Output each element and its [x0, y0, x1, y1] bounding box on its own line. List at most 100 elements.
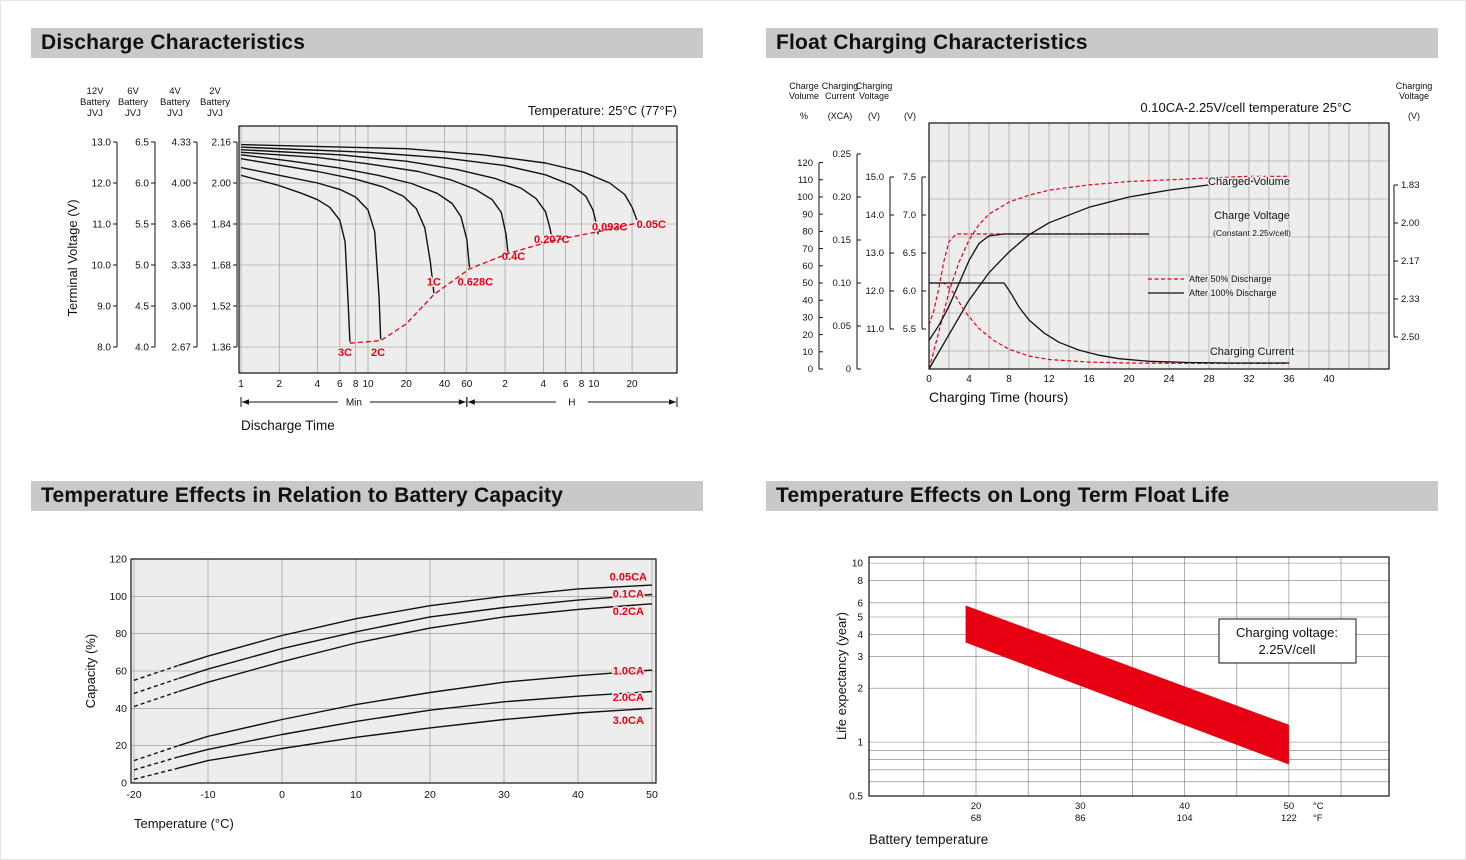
svg-text:H: H — [568, 398, 575, 409]
svg-text:Voltage: Voltage — [859, 91, 889, 101]
svg-text:4.00: 4.00 — [172, 179, 192, 190]
svg-text:104: 104 — [1177, 813, 1193, 824]
curve-label-0.1CA: 0.1CA — [613, 588, 644, 600]
svg-text:12.0: 12.0 — [866, 286, 885, 297]
series-charged-volume-100 — [928, 179, 1290, 370]
svg-text:0.15: 0.15 — [833, 235, 852, 246]
svg-text:After 50% Discharge: After 50% Discharge — [1189, 274, 1272, 284]
svg-text:6.0: 6.0 — [135, 179, 149, 190]
svg-text:Battery: Battery — [160, 97, 190, 108]
svg-text:8: 8 — [1006, 374, 1012, 385]
series-charge-voltage-50 — [928, 233, 1149, 326]
svg-text:JVJ: JVJ — [125, 108, 141, 119]
svg-text:2.50: 2.50 — [1401, 332, 1420, 343]
y-tick-labels: 10 8 6 5 4 3 2 1 0.5 — [849, 559, 863, 803]
section-header-float-life: Temperature Effects on Long Term Float L… — [766, 481, 1438, 511]
curve-label-0.628C: 0.628C — [458, 277, 494, 289]
svg-text:80: 80 — [802, 227, 813, 238]
x-axis-title: Charging Time (hours) — [929, 389, 1068, 405]
svg-text:40: 40 — [572, 789, 584, 801]
plot-area — [929, 123, 1389, 369]
svg-text:30: 30 — [1075, 801, 1086, 812]
temperature-note: Temperature: 25°C (77°F) — [528, 103, 677, 118]
float-life-chart: 1086543210.5206830864010450122°C°FChargi… — [834, 556, 1390, 847]
svg-text:2.00: 2.00 — [212, 179, 232, 190]
svg-text:-20: -20 — [126, 789, 141, 801]
y-axis-title: Terminal Voltage (V) — [65, 199, 80, 316]
svg-text:4.0: 4.0 — [135, 343, 149, 354]
curve-1.0CA — [178, 669, 653, 747]
left-axis-0: ChargeVolume%120110100908070605040302010… — [789, 81, 823, 375]
svg-text:10: 10 — [852, 559, 864, 570]
svg-text:50: 50 — [802, 278, 813, 289]
svg-text:40: 40 — [1179, 801, 1190, 812]
x-tick-labels: -20 -10 0 10 20 30 40 50 — [126, 789, 658, 801]
svg-text:100: 100 — [797, 192, 813, 203]
y-tick-labels: 0 20 40 60 80 100 120 — [109, 553, 127, 789]
svg-text:8: 8 — [857, 576, 863, 587]
svg-text:7.5: 7.5 — [903, 172, 916, 183]
svg-text:2V: 2V — [209, 86, 221, 97]
svg-text:32: 32 — [1243, 374, 1255, 385]
svg-text:11.0: 11.0 — [92, 220, 111, 231]
svg-text:80: 80 — [115, 628, 127, 640]
panel-float-charging: Float Charging Characteristics Charge Vol… — [766, 28, 1438, 458]
svg-text:4V: 4V — [169, 86, 181, 97]
svg-text:1: 1 — [857, 738, 863, 749]
svg-text:2: 2 — [276, 379, 282, 390]
curve-1C — [240, 158, 435, 294]
svg-text:120: 120 — [109, 553, 127, 565]
series-charging-current-50 — [929, 282, 1289, 364]
svg-text:(V): (V) — [1408, 111, 1420, 121]
svg-text:Charging: Charging — [1396, 81, 1433, 91]
curve-label-2.0CA: 2.0CA — [613, 692, 644, 704]
curve-cutoff-voltage — [349, 222, 639, 344]
section-title-float-life: Temperature Effects on Long Term Float L… — [776, 484, 1230, 507]
svg-text:Battery: Battery — [200, 97, 230, 108]
svg-text:3: 3 — [857, 652, 863, 663]
curve-2.0CA — [178, 690, 653, 758]
svg-text:(V): (V) — [904, 111, 916, 121]
curve-2C — [240, 166, 382, 340]
curve-label-1.0CA: 1.0CA — [613, 666, 644, 678]
plot-border — [868, 556, 1390, 797]
curve-0.1CA-dashed — [133, 677, 179, 695]
svg-text:°C: °C — [1313, 801, 1324, 812]
svg-text:20: 20 — [626, 379, 638, 390]
section-title-discharge: Discharge Characteristics — [41, 31, 306, 54]
label-charged-volume: Charged Volume — [1208, 176, 1290, 188]
svg-text:110: 110 — [798, 175, 813, 186]
plot-area — [239, 126, 677, 373]
svg-text:0: 0 — [121, 778, 127, 790]
svg-text:86: 86 — [1075, 813, 1086, 824]
svg-text:5: 5 — [857, 613, 863, 624]
svg-text:20: 20 — [424, 789, 436, 801]
series-charging-current-100 — [929, 282, 1289, 364]
curve-label-2C: 2C — [371, 347, 385, 359]
section-header-discharge: Discharge Characteristics — [31, 28, 703, 58]
svg-text:4: 4 — [541, 379, 547, 390]
svg-text:4.5: 4.5 — [135, 302, 149, 313]
svg-text:Min: Min — [346, 398, 362, 409]
svg-text:1.52: 1.52 — [212, 302, 232, 313]
svg-text:4: 4 — [857, 630, 863, 641]
svg-text:9.0: 9.0 — [97, 302, 111, 313]
svg-text:2: 2 — [857, 684, 863, 695]
svg-text:2.00: 2.00 — [1401, 218, 1420, 229]
label-charging-current: Charging Current — [1210, 346, 1294, 358]
svg-text:60: 60 — [461, 379, 473, 390]
svg-text:(V): (V) — [868, 111, 880, 121]
curve-0.05C — [240, 143, 640, 224]
svg-text:40: 40 — [115, 703, 127, 715]
curve-label-0.4C: 0.4C — [502, 251, 525, 263]
x-tick-labels: 0 4 8 12 16 20 24 28 32 36 40 — [926, 374, 1335, 385]
curve-1.0CA-dashed — [133, 745, 179, 762]
label-charge-voltage: Charge Voltage — [1214, 210, 1290, 222]
svg-text:Voltage: Voltage — [1399, 91, 1429, 101]
svg-text:0.5: 0.5 — [849, 792, 863, 803]
